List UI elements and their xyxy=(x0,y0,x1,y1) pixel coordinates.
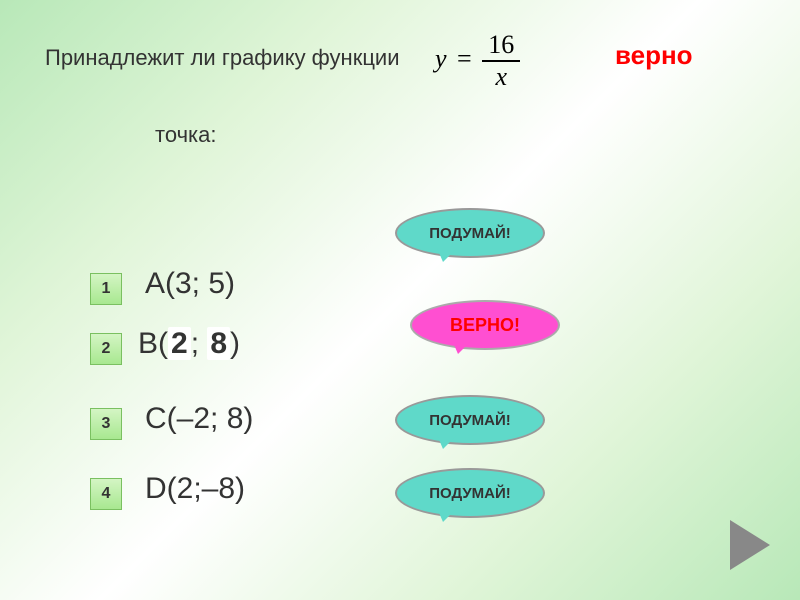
verno-label: верно xyxy=(615,40,693,71)
formula-fraction: 16 x xyxy=(482,30,520,92)
option-button-2[interactable]: 2 xyxy=(90,333,122,365)
option-text-3: С(–2; 8) xyxy=(145,402,253,436)
option-button-4[interactable]: 4 xyxy=(90,478,122,510)
option-number-1: 1 xyxy=(102,280,111,298)
option-text-4: D(2;–8) xyxy=(145,472,245,506)
formula-denominator: x xyxy=(482,62,520,92)
option-button-3[interactable]: 3 xyxy=(90,408,122,440)
question-part1: Принадлежит ли графику функции xyxy=(45,45,400,71)
formula-numerator: 16 xyxy=(482,30,520,62)
think-bubble-2: ПОДУМАЙ! xyxy=(395,395,545,445)
option-text-1: А(3; 5) xyxy=(145,267,235,301)
correct-bubble: ВЕРНО! xyxy=(410,300,560,350)
option-button-1[interactable]: 1 xyxy=(90,273,122,305)
option-number-2: 2 xyxy=(102,340,111,358)
option-text-2: В(2; 8) xyxy=(138,327,240,361)
next-button[interactable] xyxy=(730,520,770,570)
formula: y = 16 x xyxy=(435,30,520,92)
think-bubble-1: ПОДУМАЙ! xyxy=(395,208,545,258)
option-number-3: 3 xyxy=(102,415,111,433)
formula-lhs: y xyxy=(435,44,447,73)
think-bubble-3: ПОДУМАЙ! xyxy=(395,468,545,518)
question-part2: точка: xyxy=(155,122,217,148)
option-number-4: 4 xyxy=(102,485,111,503)
